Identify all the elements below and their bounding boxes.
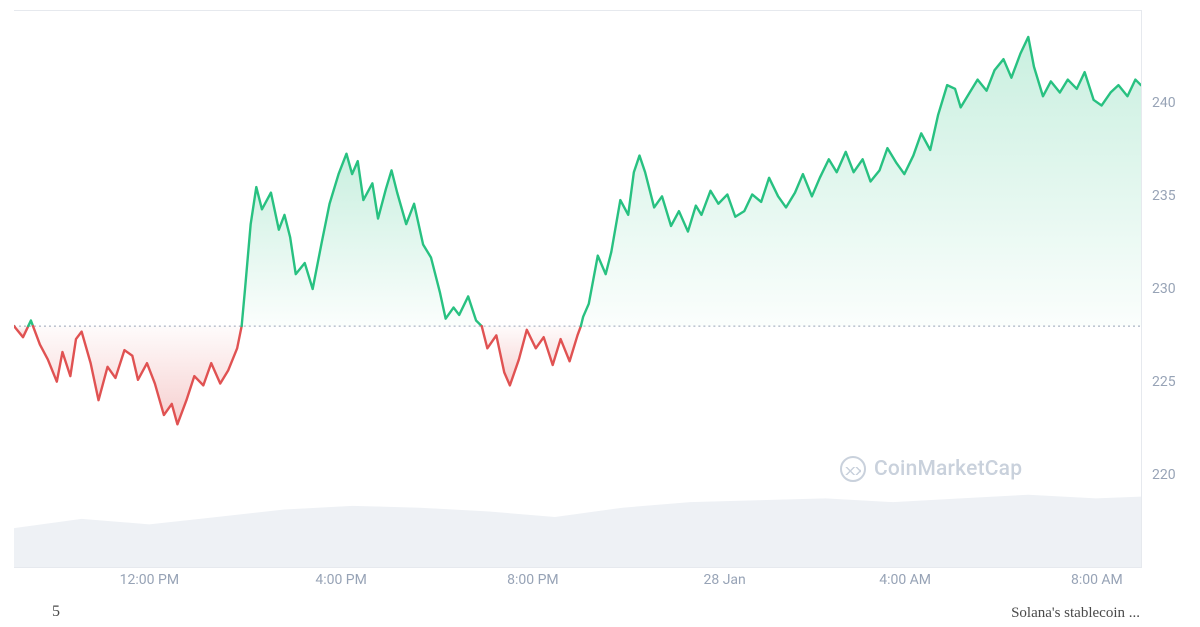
x-tick-label: 8:00 AM — [1071, 572, 1123, 588]
price-chart: CoinMarketCap 220 225 230 235 240 12:00 PM 4:… — [14, 10, 1189, 610]
chart-plot-area[interactable]: CoinMarketCap — [14, 10, 1142, 568]
y-tick-label: 230 — [1152, 281, 1192, 297]
y-tick-label: 225 — [1152, 374, 1192, 390]
x-tick-label: 4:00 AM — [879, 572, 931, 588]
footer-caption: Solana's stablecoin ... — [1011, 605, 1140, 622]
y-tick-label: 240 — [1152, 95, 1192, 111]
x-tick-label: 28 Jan — [703, 572, 745, 588]
y-tick-label: 235 — [1152, 188, 1192, 204]
chart-fills — [14, 37, 1141, 424]
x-tick-label: 4:00 PM — [315, 572, 367, 588]
chart-svg — [14, 11, 1141, 567]
y-tick-label: 220 — [1152, 467, 1192, 483]
corner-label: 5 — [52, 603, 60, 621]
volume-area — [14, 495, 1141, 567]
x-tick-label: 12:00 PM — [120, 572, 179, 588]
x-tick-label: 8:00 PM — [507, 572, 559, 588]
